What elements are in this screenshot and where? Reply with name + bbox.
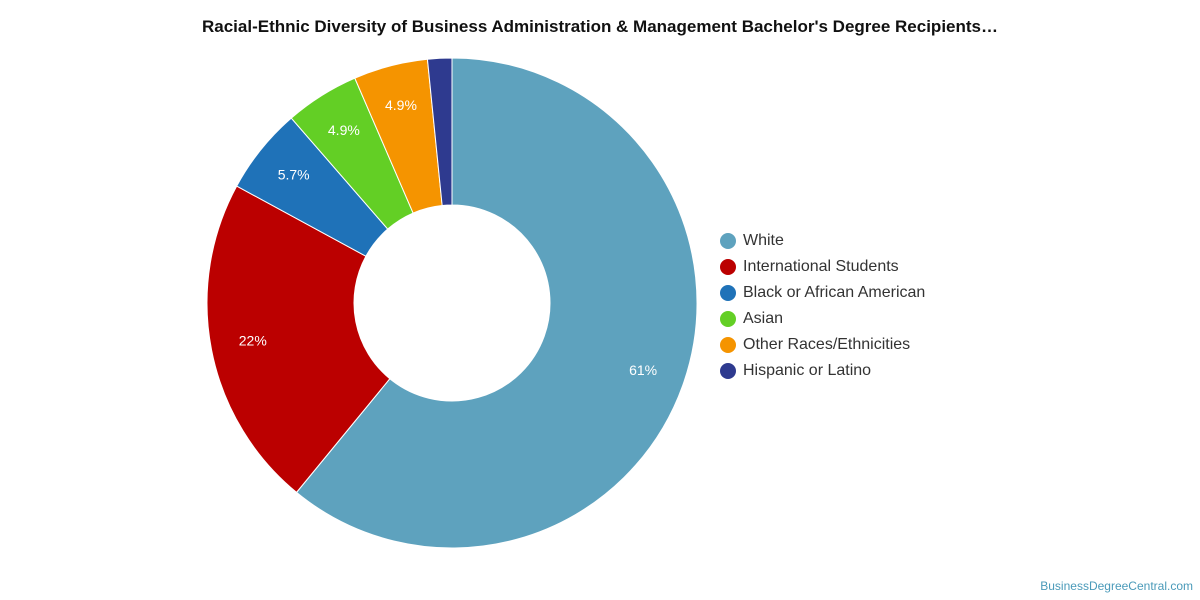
slice-white[interactable] bbox=[295, 57, 698, 549]
slice-label-white: 61% bbox=[629, 362, 657, 378]
legend-item-asian[interactable]: Asian bbox=[720, 306, 925, 332]
slice-hispanic-or-latino[interactable] bbox=[426, 57, 453, 207]
legend-label: Black or African American bbox=[743, 284, 926, 301]
legend-item-white[interactable]: White bbox=[720, 228, 925, 254]
legend-label: Other Races/Ethnicities bbox=[743, 336, 911, 353]
legend-swatch-icon bbox=[720, 337, 736, 353]
legend-item-international-students[interactable]: International Students bbox=[720, 254, 925, 280]
legend-label: White bbox=[743, 232, 784, 249]
slice-label-international-students: 22% bbox=[239, 333, 267, 349]
chart-title: Racial-Ethnic Diversity of Business Admi… bbox=[201, 17, 998, 36]
legend-swatch-icon bbox=[720, 285, 736, 301]
donut-slices bbox=[206, 57, 698, 549]
legend-swatch-icon bbox=[720, 233, 736, 249]
chart-legend: White International Students Black or Afri… bbox=[720, 228, 925, 384]
slice-label-other-races-ethnicities: 4.9% bbox=[385, 97, 417, 113]
legend-label: Asian bbox=[743, 310, 784, 327]
slice-international-students[interactable] bbox=[206, 185, 391, 494]
legend-label: International Students bbox=[743, 258, 899, 275]
source-credit[interactable]: BusinessDegreeCentral.com bbox=[1040, 579, 1193, 593]
legend-label: Hispanic or Latino bbox=[743, 362, 872, 379]
donut-slice-labels: 61% 22% 5.7% 4.9% 4.9% bbox=[239, 97, 657, 378]
slice-label-asian: 4.9% bbox=[328, 122, 360, 138]
legend-swatch-icon bbox=[720, 363, 736, 379]
legend-swatch-icon bbox=[720, 259, 736, 275]
slice-label-black-or-african-american: 5.7% bbox=[278, 167, 310, 183]
legend-item-hispanic-or-latino[interactable]: Hispanic or Latino bbox=[720, 358, 925, 384]
legend-item-black-or-african-american[interactable]: Black or African American bbox=[720, 280, 925, 306]
legend-item-other-races-ethnicities[interactable]: Other Races/Ethnicities bbox=[720, 332, 925, 358]
legend-swatch-icon bbox=[720, 311, 736, 327]
